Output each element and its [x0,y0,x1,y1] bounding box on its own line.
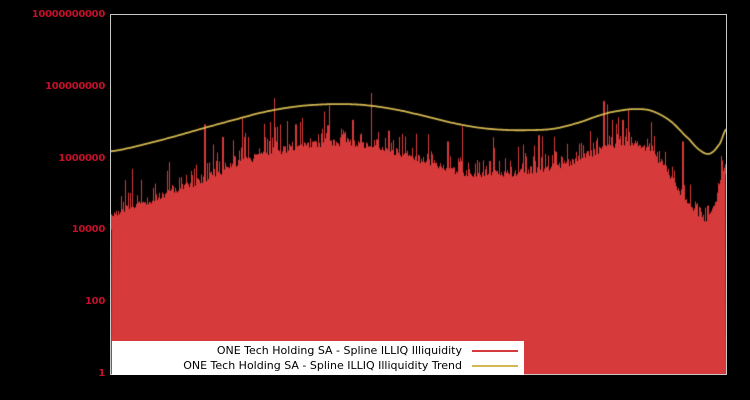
legend-item[interactable]: ONE Tech Holding SA - Spline ILLIQ Illiq… [112,358,524,373]
chart-canvas [111,15,726,374]
plot-area [110,14,727,375]
legend-swatch-illiquidity-trend [472,364,518,367]
y-tick-label: 10000 [71,224,106,236]
y-tick-label: 10000000000 [31,9,106,20]
y-tick-label: 1 [98,368,105,379]
legend-label-illiquidity: ONE Tech Holding SA - Spline ILLIQ Illiq… [216,344,462,357]
y-tick-label: 100000000 [45,80,105,92]
y-axis-tick-labels: 10000000000 100000000 1000000 10000 100 1 [0,0,106,400]
legend-label-illiquidity-trend: ONE Tech Holding SA - Spline ILLIQ Illiq… [183,359,462,372]
y-tick-label: 100 [85,296,105,308]
legend-item[interactable]: ONE Tech Holding SA - Spline ILLIQ Illiq… [112,343,524,358]
legend-swatch-illiquidity [472,349,518,352]
chart-legend: ONE Tech Holding SA - Spline ILLIQ Illiq… [112,341,524,375]
y-tick-label: 1000000 [58,152,105,164]
